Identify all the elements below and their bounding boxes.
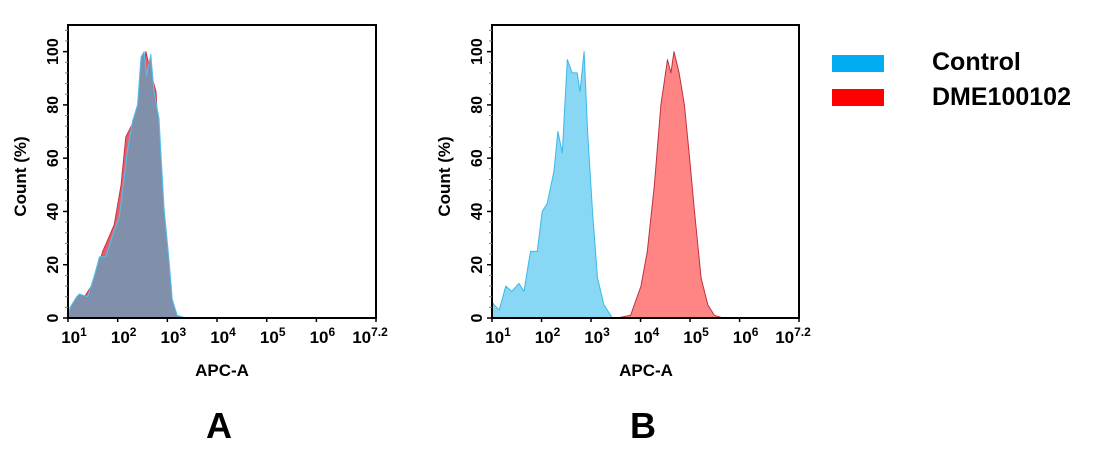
panel-b: 0 20 40 60 80 100 101 102 103 104 105 106 107.2 APC-A… [435, 24, 811, 446]
x-tick-label: 106 [733, 325, 759, 347]
x-tick-label: 105 [683, 325, 709, 347]
legend-swatch-control [832, 55, 884, 72]
x-tick-label: 107.2 [775, 325, 811, 347]
series-dme100102-histogram [616, 51, 724, 319]
y-tick-label: 80 [469, 96, 486, 114]
y-tick-label: 100 [45, 38, 62, 65]
x-tick-label: 107.2 [352, 325, 388, 347]
legend-label-control: Control [932, 48, 1021, 76]
x-tick-label: 104 [210, 325, 236, 347]
plot-frame [491, 24, 800, 319]
y-tick-label: 60 [45, 149, 62, 167]
legend-swatch-dme100102 [832, 89, 884, 106]
x-tick-label: 104 [634, 325, 660, 347]
x-tick-label: 102 [111, 325, 137, 347]
plot-frame [67, 24, 377, 319]
y-tick-label: 20 [45, 256, 62, 274]
x-tick-label: 103 [161, 325, 187, 347]
y-tick-label: 40 [469, 202, 486, 220]
x-tick-label: 106 [310, 325, 336, 347]
legend: Control DME100102 [832, 48, 1071, 111]
y-tick-label: 0 [469, 313, 486, 322]
y-axis-title: Count (%) [11, 136, 30, 216]
x-tick-label: 103 [584, 325, 610, 347]
legend-label-dme100102: DME100102 [932, 83, 1071, 111]
y-axis-title: Count (%) [435, 136, 454, 216]
series-control-histogram [491, 51, 613, 319]
y-tick-label: 80 [45, 96, 62, 114]
x-tick-label: 101 [485, 325, 511, 347]
panel-label: A [206, 405, 232, 446]
y-tick-label: 40 [45, 202, 62, 220]
x-axis-title: APC-A [195, 361, 249, 380]
y-tick-label: 20 [469, 256, 486, 274]
x-tick-label: 105 [260, 325, 286, 347]
panel-label: B [630, 405, 656, 446]
x-tick-label: 101 [61, 325, 87, 347]
series-control-histogram [67, 51, 187, 319]
y-tick-label: 100 [469, 38, 486, 65]
panel-a: 0 20 40 60 80 100 101 102 103 104 105 106 107.2 APC-A… [11, 24, 388, 446]
y-tick-label: 60 [469, 149, 486, 167]
x-axis-title: APC-A [619, 361, 673, 380]
y-tick-label: 0 [45, 313, 62, 322]
x-tick-label: 102 [535, 325, 561, 347]
